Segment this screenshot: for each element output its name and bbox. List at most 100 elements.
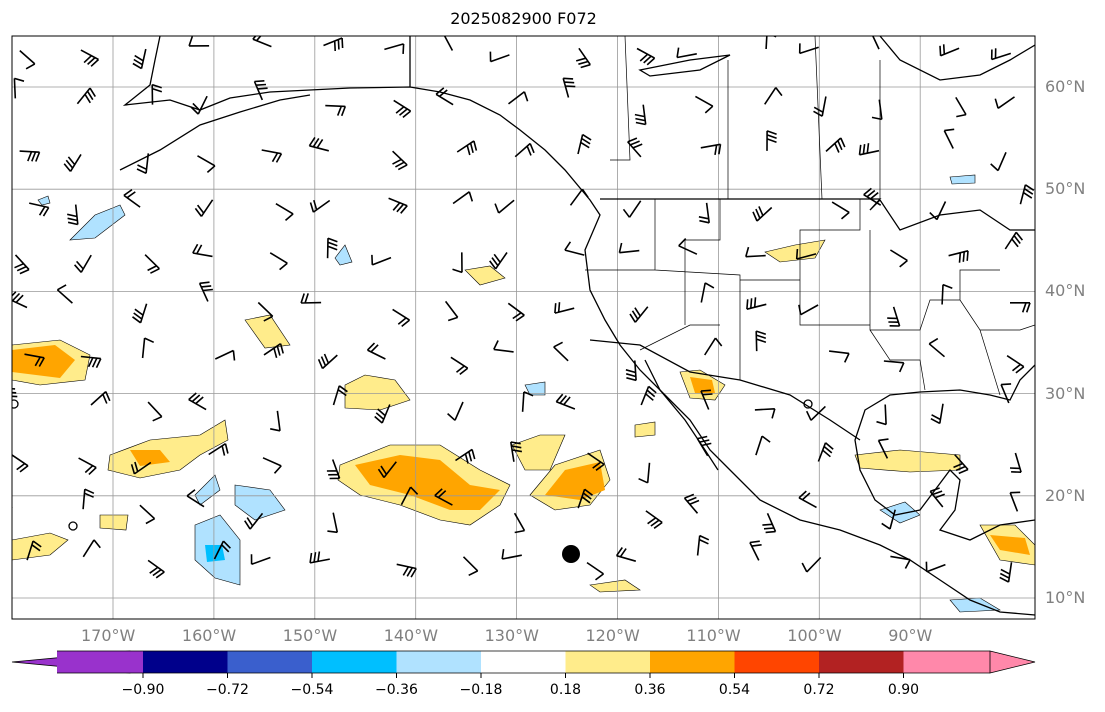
wind-barb xyxy=(825,137,846,153)
colorbar-extend-max xyxy=(989,650,1036,674)
wind-barb xyxy=(889,249,908,268)
wind-barb xyxy=(831,201,850,220)
colorbar-tick-label: 0.72 xyxy=(803,682,835,698)
wind-barb xyxy=(188,36,210,47)
wind-barb xyxy=(948,250,969,263)
wind-barb xyxy=(698,202,710,224)
colorbar-swatch xyxy=(903,651,990,673)
wind-barb xyxy=(447,401,464,421)
wind-barb xyxy=(309,551,330,564)
colorbar-tick-label: 0.54 xyxy=(718,682,751,698)
wind-barb xyxy=(999,562,1013,583)
wind-barb xyxy=(755,330,767,352)
wind-barb xyxy=(881,509,896,530)
wind-barb xyxy=(990,151,1007,172)
wind-barb xyxy=(829,350,850,363)
colorbar-swatch xyxy=(819,651,904,673)
wind-barb xyxy=(678,238,698,255)
wind-barb xyxy=(444,300,459,322)
colorbar-tick-label: −0.36 xyxy=(375,682,418,698)
wind-barb xyxy=(564,241,585,256)
wind-barb xyxy=(197,155,216,174)
wind-barb xyxy=(569,188,589,206)
wind-barb xyxy=(388,197,408,214)
wind-barb xyxy=(562,77,576,98)
wind-barb xyxy=(553,341,569,362)
wind-barb xyxy=(762,512,777,534)
wind-barb xyxy=(26,540,42,561)
wind-barb xyxy=(798,304,819,316)
longitude-label: 110°W xyxy=(686,626,741,645)
colorbar-swatch xyxy=(227,651,312,673)
wind-barb xyxy=(262,457,282,474)
wind-barb xyxy=(19,150,41,162)
wind-barb xyxy=(462,556,479,577)
map-area xyxy=(12,36,1035,619)
wind-barb xyxy=(73,254,92,273)
wind-barb xyxy=(749,540,762,561)
colorbar-swatch xyxy=(143,651,228,673)
wind-barb xyxy=(510,441,523,462)
wind-barb xyxy=(244,512,264,530)
wind-barb xyxy=(308,136,329,152)
wind-barb xyxy=(798,490,817,509)
wind-barb xyxy=(250,554,271,566)
wind-barb xyxy=(489,51,510,63)
wind-barb xyxy=(953,454,969,475)
wind-barb xyxy=(80,49,100,67)
wind-barb xyxy=(392,308,411,328)
wind-barb xyxy=(817,442,834,462)
wind-barb xyxy=(955,96,967,118)
wind-barb xyxy=(813,96,827,117)
wind-barb xyxy=(132,48,147,70)
wind-barb xyxy=(56,284,73,304)
longitude-label: 120°W xyxy=(585,626,640,645)
wind-barb xyxy=(194,199,214,217)
wind-barb xyxy=(63,153,82,172)
wind-barb xyxy=(990,48,1012,61)
wind-barb xyxy=(443,36,454,51)
colorbar-swatch xyxy=(57,651,143,673)
wind-barb xyxy=(14,254,30,275)
wind-barb xyxy=(13,77,25,99)
colorbar-swatch xyxy=(396,651,481,673)
wind-barb xyxy=(634,104,647,126)
wind-barb xyxy=(636,47,656,66)
wind-barb xyxy=(586,561,604,581)
wind-barb xyxy=(392,150,408,171)
wind-barb xyxy=(863,187,882,206)
wind-barb xyxy=(78,457,97,475)
wind-barb xyxy=(622,200,642,218)
colorbar-tick-label: −0.54 xyxy=(290,682,334,698)
wind-barb xyxy=(317,353,338,370)
wind-barb xyxy=(123,188,141,208)
wind-barb xyxy=(213,540,231,560)
wind-barb xyxy=(261,149,283,163)
wind-barb xyxy=(746,297,767,310)
wind-barb xyxy=(263,343,284,359)
wind-barb xyxy=(883,360,905,373)
wind-barb xyxy=(1010,302,1031,313)
wind-barb xyxy=(683,493,700,514)
wind-barb xyxy=(384,43,405,54)
wind-barb xyxy=(452,252,463,274)
wind-barb xyxy=(994,96,1015,109)
wind-barb xyxy=(19,50,36,70)
wind-barb xyxy=(513,512,526,534)
latitude-label: 20°N xyxy=(1045,485,1086,505)
latitude-label: 30°N xyxy=(1045,383,1086,403)
wind-barb xyxy=(144,254,160,274)
coastlines xyxy=(12,36,1035,616)
wind-barb xyxy=(625,360,637,382)
wind-barb xyxy=(494,199,515,214)
wind-barb xyxy=(618,242,640,254)
latitude-label: 40°N xyxy=(1045,281,1086,301)
wind-barb xyxy=(587,452,605,471)
wind-barb xyxy=(627,137,643,158)
wind-barb xyxy=(638,462,651,484)
longitude-label: 130°W xyxy=(484,626,539,645)
wind-barb xyxy=(326,237,338,259)
wind-barb xyxy=(82,539,101,558)
wind-barb xyxy=(151,83,163,105)
wind-barb xyxy=(253,80,268,101)
